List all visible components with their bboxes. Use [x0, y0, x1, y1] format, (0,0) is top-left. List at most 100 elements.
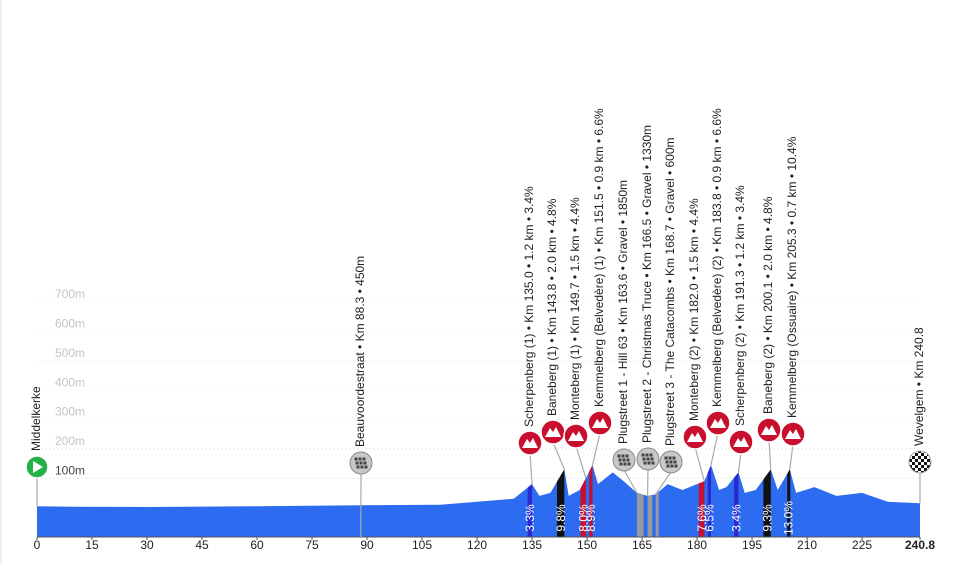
- x-tick-label: 210: [797, 538, 817, 552]
- marker-line: [623, 469, 638, 494]
- marker-line: [575, 445, 587, 479]
- marker-icon-cobble: [612, 448, 636, 472]
- cobble-stone: [666, 464, 670, 468]
- mountain: [592, 418, 608, 428]
- segment: [763, 465, 771, 537]
- x-tick-label: 225: [852, 538, 872, 552]
- cobble-stone: [619, 462, 623, 466]
- marker-line: [768, 439, 772, 470]
- cobble-stone: [362, 457, 366, 461]
- cobble-stone: [625, 454, 629, 458]
- marker-icon-climb: [540, 419, 566, 445]
- marker-icon-climb: [587, 410, 613, 436]
- point-label: Middelkerke: [29, 386, 43, 451]
- marker-line: [710, 432, 719, 466]
- segment: [636, 465, 644, 537]
- cobble-stone: [623, 462, 627, 466]
- cobble-stone: [674, 464, 678, 468]
- point-label: Kemmelberg (Belvedère) (1) • Km 151.5 • …: [592, 108, 606, 407]
- point-label: Kemmelberg (Ossuaire) • Km 205.3 • 0.7 k…: [785, 136, 799, 418]
- y-tick-label: 500m: [55, 346, 85, 360]
- x-tick-label: 45: [195, 538, 209, 552]
- segment: [647, 465, 653, 537]
- cobble-stone: [355, 461, 359, 465]
- marker-line: [737, 451, 742, 473]
- cobble-stone: [360, 465, 364, 469]
- mountain: [710, 418, 726, 428]
- cobble-stone: [618, 458, 622, 462]
- segment: [589, 465, 593, 537]
- marker-line: [529, 452, 533, 485]
- cobble-stone: [670, 464, 674, 468]
- cobble-stone: [665, 460, 669, 464]
- cobble-stone: [649, 453, 653, 457]
- cobble-stone: [354, 457, 358, 461]
- marker-icon-cobble: [636, 447, 660, 471]
- finish-icon: [908, 450, 932, 474]
- x-tick-label: 120: [467, 538, 487, 552]
- y-tick-label: 200m: [55, 434, 85, 448]
- cobble-stone: [651, 461, 655, 465]
- x-tick-label: 75: [305, 538, 319, 552]
- x-tick-label: 30: [140, 538, 154, 552]
- y-tick-label: 400m: [55, 375, 85, 389]
- cobble-stone: [650, 457, 654, 461]
- marker-icon-climb: [756, 417, 782, 443]
- cobble-stone: [668, 456, 672, 460]
- cobble-stone: [617, 454, 621, 458]
- x-tick-label: 240.8: [905, 538, 935, 552]
- segment: [580, 465, 586, 537]
- x-tick-label: 150: [577, 538, 597, 552]
- marker-icon-climb: [728, 429, 754, 455]
- segment: [698, 465, 705, 537]
- x-tick-label: 60: [250, 538, 264, 552]
- mountain: [785, 429, 801, 439]
- x-tick-label: 15: [85, 538, 99, 552]
- point-label: Wevelgem • Km 240.8: [912, 327, 926, 446]
- x-tick-label: 105: [412, 538, 432, 552]
- point-label: Kemmelberg (Belvedère) (2) • Km 183.8 • …: [710, 108, 724, 407]
- gradient-label: 9.3%: [760, 504, 774, 532]
- gradient-label: 7.6%: [695, 504, 709, 532]
- marker-icon-climb: [705, 410, 731, 436]
- x-tick-label: 90: [360, 538, 374, 552]
- y-tick-label: 600m: [55, 317, 85, 331]
- cobble-stone: [646, 457, 650, 461]
- cobble-stone: [642, 457, 646, 461]
- x-tick-label: 135: [522, 538, 542, 552]
- y-tick-label: 300m: [55, 405, 85, 419]
- point-label: Monteberg (1) • Km 149.7 • 1.5 km • 4.4%: [568, 197, 582, 420]
- segment: [655, 465, 659, 537]
- mountain: [761, 425, 777, 435]
- mountain: [733, 437, 749, 447]
- marker-line: [789, 443, 794, 470]
- point-label: Plugstreet 2 - Christmas Truce • Km 166.…: [640, 125, 654, 443]
- gradient-label: 6.5%: [703, 504, 717, 532]
- cobble-stone: [356, 465, 360, 469]
- y-tick-label: 700m: [55, 287, 85, 301]
- segment: [734, 465, 739, 537]
- cobble-stone: [358, 457, 362, 461]
- cobble-stone: [641, 453, 645, 457]
- cobble-stone: [359, 461, 363, 465]
- x-tick-label: 0: [34, 538, 41, 552]
- marker-icon-cobble: [659, 450, 683, 474]
- marker-line: [655, 471, 672, 495]
- marker-icon-start: [25, 455, 49, 479]
- cobble-stone: [622, 458, 626, 462]
- x-tick-label: 165: [632, 538, 652, 552]
- marker-icon-finish: [908, 450, 932, 474]
- marker-icon-climb: [563, 423, 589, 449]
- cobble-stone: [673, 460, 677, 464]
- start-arrow: [33, 461, 43, 473]
- cobble-stone: [621, 454, 625, 458]
- mountain: [687, 432, 703, 442]
- gradient-label: 8.0%: [576, 504, 590, 532]
- point-label: Baneberg (2) • Km 200.1 • 2.0 km • 4.8%: [761, 196, 775, 414]
- marker-icon-climb: [780, 421, 806, 447]
- point-label: Monteberg (2) • Km 182.0 • 1.5 km • 4.4%: [687, 198, 701, 421]
- marker-line: [552, 441, 565, 470]
- marker-line: [694, 446, 705, 482]
- cobble-stone: [627, 462, 631, 466]
